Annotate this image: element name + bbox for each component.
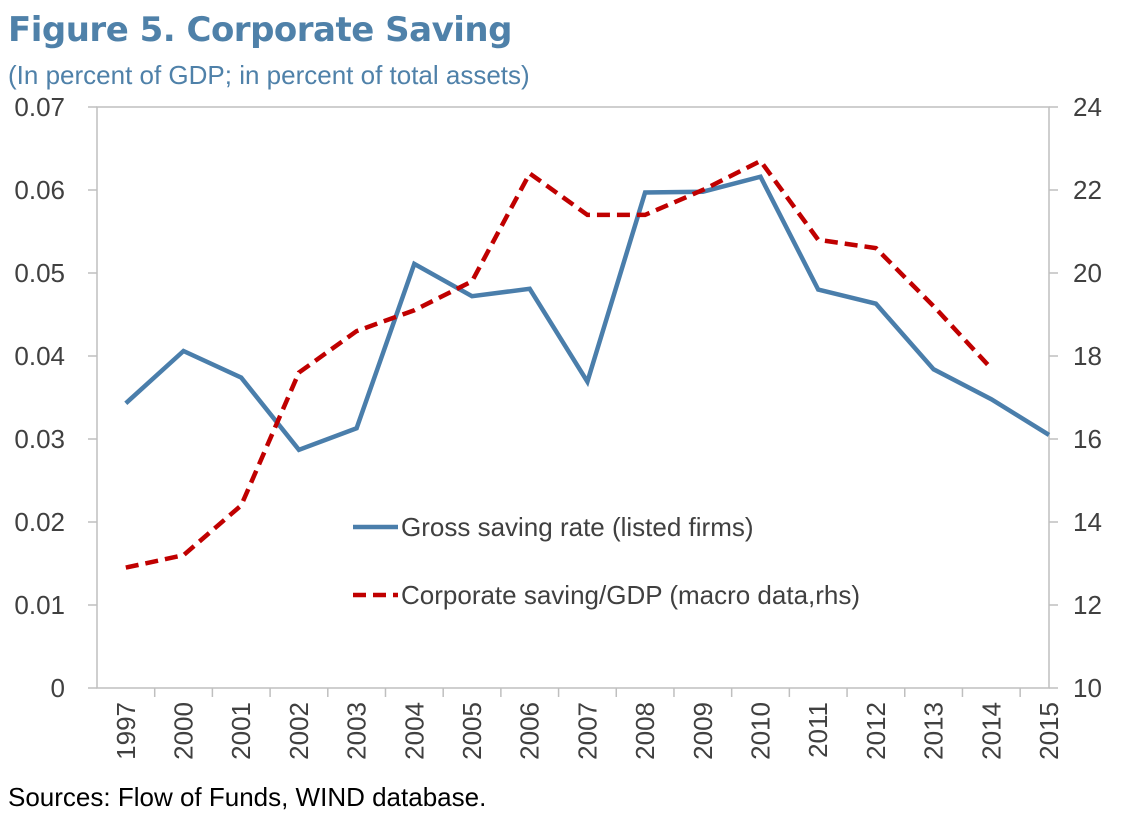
- x-axis-tick-label: 2008: [630, 702, 660, 760]
- plot-area-border: [96, 106, 1050, 689]
- x-axis-tick-label: 1997: [111, 702, 141, 760]
- x-axis-tick-label: 2009: [688, 702, 718, 760]
- x-axis-tick-label: 2004: [399, 702, 429, 760]
- x-axis-tick-label: 2010: [746, 702, 776, 760]
- chart-svg: 0 0.01 0.02 0.03 0.04 0.05 0.06 0.07 10 12 14 16 18…: [14, 92, 1102, 760]
- y-right-tick-label: 18: [1073, 341, 1102, 371]
- chart-source-note: Sources: Flow of Funds, WIND database.: [8, 782, 487, 812]
- y-right-tick-label: 20: [1073, 258, 1102, 288]
- x-axis-tick-label: 2007: [572, 702, 602, 760]
- y-right-tick-label: 16: [1073, 424, 1102, 454]
- chart-subtitle: (In percent of GDP; in percent of total …: [8, 60, 530, 90]
- x-axis-tick-label: 2005: [457, 702, 487, 760]
- y-left-tick-label: 0.07: [14, 92, 65, 122]
- x-axis-tick-label: 2011: [803, 702, 833, 758]
- x-axis-tick-label: 2012: [861, 702, 891, 760]
- y-right-tick-label: 12: [1073, 590, 1102, 620]
- y-right-tick-label: 10: [1073, 673, 1102, 703]
- y-left-tick-label: 0.03: [14, 424, 65, 454]
- x-axis-tick-label: 2014: [976, 702, 1006, 760]
- series-line-gross-saving-rate: [124, 174, 1051, 453]
- legend-label: Corporate saving/GDP (macro data,rhs): [401, 580, 860, 610]
- x-axis-tick-label: 2000: [169, 702, 199, 760]
- y-right-tick-label: 22: [1073, 175, 1102, 205]
- y-left-tick-label: 0.01: [14, 590, 65, 620]
- y-left-tick-label: 0.06: [14, 175, 65, 205]
- x-axis-tick-label: 2015: [1034, 702, 1064, 760]
- y-left-tick-label: 0.02: [14, 507, 65, 537]
- x-axis-tick-label: 2003: [342, 702, 372, 760]
- x-axis-tick-label: 2001: [226, 702, 256, 760]
- series-line-corporate-saving-gdp: [125, 158, 993, 570]
- x-axis-tick-label: 2006: [515, 702, 545, 760]
- chart-title: Figure 5. Corporate Saving: [8, 10, 512, 50]
- y-right-tick-label: 14: [1073, 507, 1102, 537]
- y-left-tick-label: 0: [51, 673, 65, 703]
- legend-label: Gross saving rate (listed firms): [401, 512, 754, 542]
- x-axis-tick-label: 2013: [919, 702, 949, 760]
- x-axis-tick-label: 2002: [284, 702, 314, 760]
- y-left-tick-label: 0.05: [14, 258, 65, 288]
- y-left-tick-label: 0.04: [14, 341, 65, 371]
- y-right-tick-label: 24: [1073, 92, 1102, 122]
